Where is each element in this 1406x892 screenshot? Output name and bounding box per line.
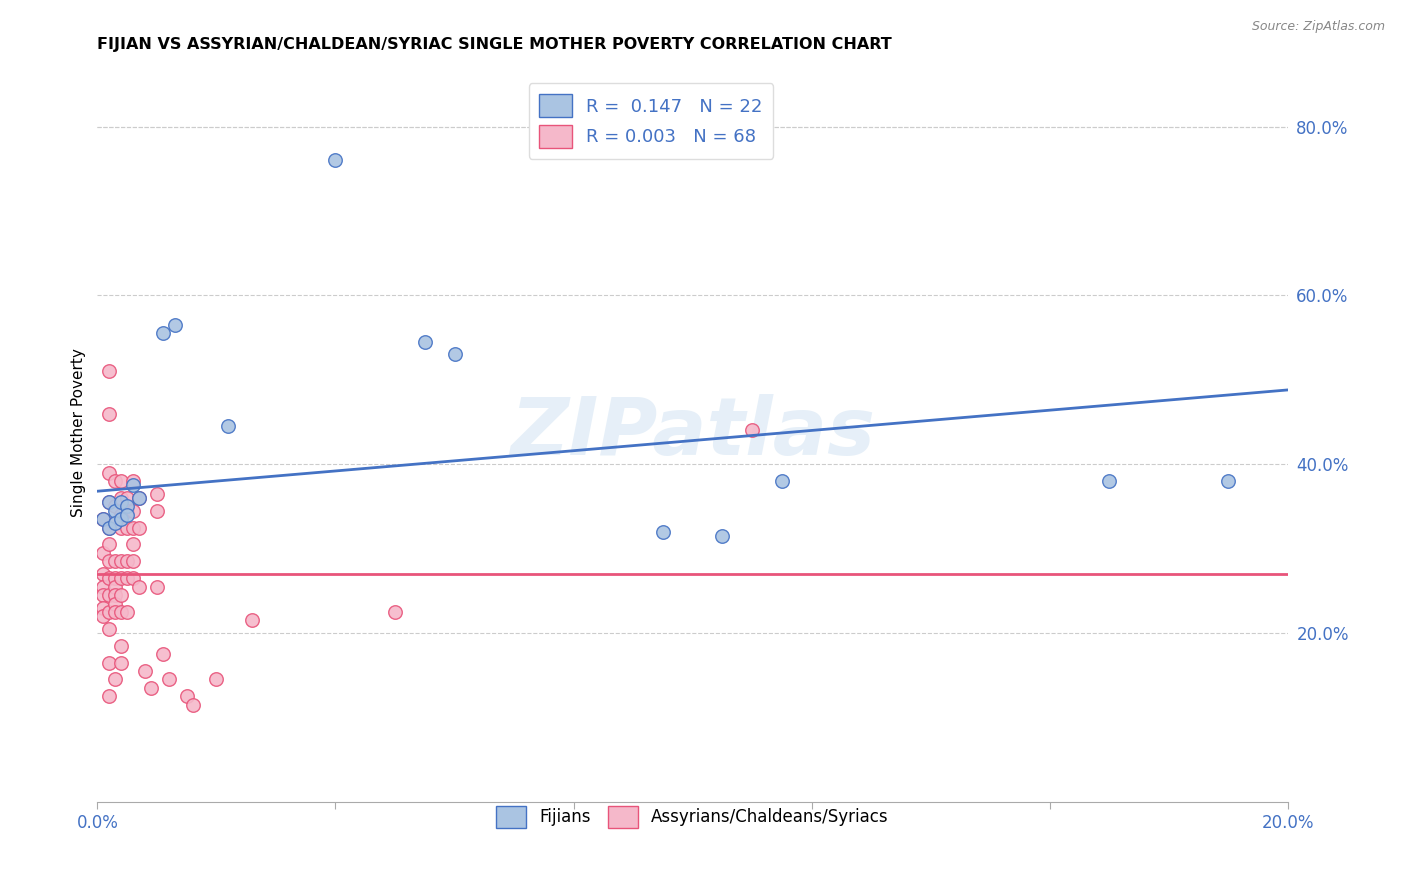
Point [115,571,138,585]
Point [741,424,763,438]
Point [443,347,465,361]
Point [98,605,121,619]
Point [128,520,150,534]
Point [146,503,169,517]
Point [104,516,127,531]
Point [122,537,145,551]
Point [104,588,127,602]
Point [110,512,132,526]
Point [91,566,114,581]
Point [98,571,121,585]
Point [157,673,180,687]
Point [104,474,127,488]
Point [98,364,121,378]
Point [122,554,145,568]
Point [115,554,138,568]
Point [110,554,132,568]
Point [115,491,138,505]
Point [1218,474,1240,488]
Point [205,673,228,687]
Point [110,491,132,505]
Y-axis label: Single Mother Poverty: Single Mother Poverty [72,348,86,517]
Point [128,491,150,505]
Point [98,690,121,704]
Point [115,508,138,522]
Point [98,622,121,636]
Point [104,605,127,619]
Point [104,503,127,517]
Point [240,614,263,628]
Point [146,580,169,594]
Point [115,500,138,514]
Point [152,326,174,341]
Point [176,690,198,704]
Legend: Fijians, Assyrians/Chaldeans/Syriacs: Fijians, Assyrians/Chaldeans/Syriacs [489,799,896,834]
Point [98,466,121,480]
Point [110,639,132,653]
Point [128,491,150,505]
Point [110,520,132,534]
Point [110,588,132,602]
Point [104,580,127,594]
Point [115,503,138,517]
Point [104,500,127,514]
Point [91,609,114,624]
Point [115,520,138,534]
Point [1098,474,1121,488]
Text: ZIPatlas: ZIPatlas [510,393,875,472]
Point [122,520,145,534]
Point [122,478,145,492]
Point [91,600,114,615]
Point [181,698,204,712]
Point [139,681,162,695]
Point [104,516,127,531]
Point [110,508,132,522]
Point [104,597,127,611]
Point [98,588,121,602]
Point [104,571,127,585]
Point [122,571,145,585]
Point [91,512,114,526]
Point [91,546,114,560]
Point [91,512,114,526]
Point [110,474,132,488]
Point [110,605,132,619]
Point [128,580,150,594]
Point [711,529,734,543]
Text: Source: ZipAtlas.com: Source: ZipAtlas.com [1251,20,1385,33]
Point [146,487,169,501]
Point [384,605,406,619]
Point [122,503,145,517]
Point [98,656,121,670]
Point [110,495,132,509]
Point [110,656,132,670]
Point [110,571,132,585]
Point [98,495,121,509]
Point [134,664,156,678]
Point [152,647,174,661]
Point [325,153,347,168]
Point [104,673,127,687]
Point [98,495,121,509]
Point [104,554,127,568]
Point [98,520,121,534]
Point [413,334,436,349]
Point [91,588,114,602]
Point [98,520,121,534]
Point [163,318,186,332]
Point [98,407,121,421]
Text: FIJIAN VS ASSYRIAN/CHALDEAN/SYRIAC SINGLE MOTHER POVERTY CORRELATION CHART: FIJIAN VS ASSYRIAN/CHALDEAN/SYRIAC SINGL… [97,37,891,53]
Point [217,419,239,434]
Point [98,554,121,568]
Point [115,605,138,619]
Point [770,474,793,488]
Point [122,474,145,488]
Point [651,524,673,539]
Point [98,537,121,551]
Point [91,580,114,594]
